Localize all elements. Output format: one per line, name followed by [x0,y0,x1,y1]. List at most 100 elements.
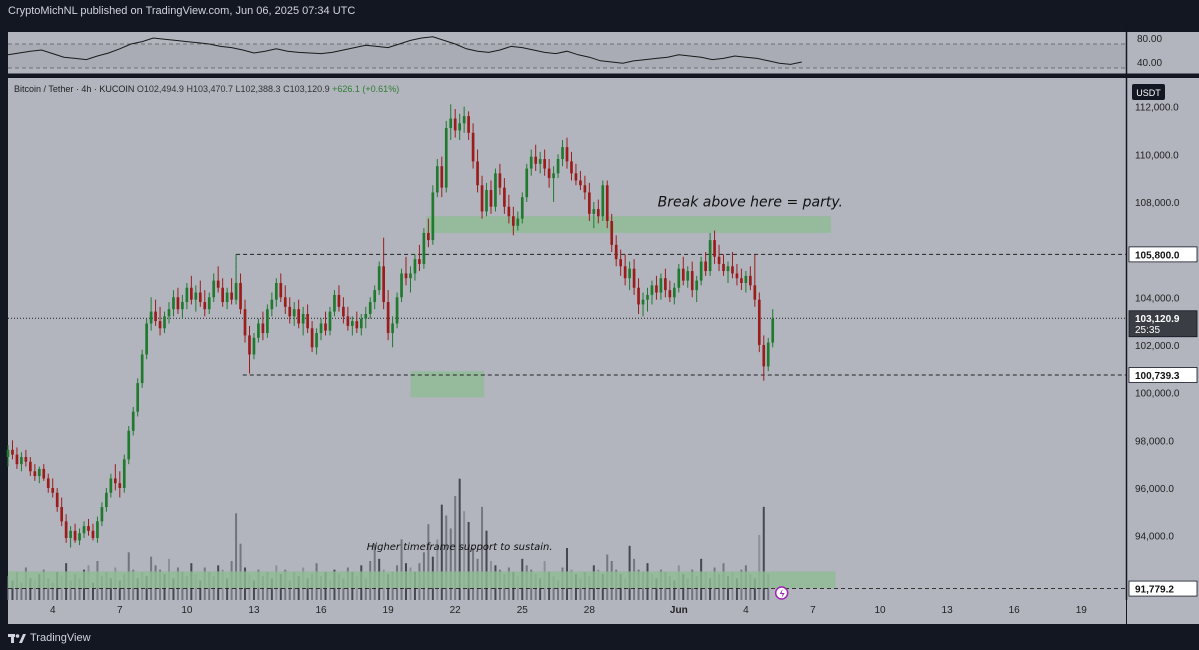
oscillator-axis-bg [1127,32,1199,74]
candle-body [100,507,104,522]
candle-body [15,454,19,465]
candle-body [610,221,614,245]
price-axis[interactable]: 112,000.0 110,000.0 108,000.0 104,000.0 102,… [1125,22,1199,626]
candle-body [766,342,770,367]
volume-bar [364,578,367,600]
candle-body [51,487,55,493]
legend-low: L102,388.3 [235,84,281,94]
volume-bar [655,578,658,600]
candle-body [46,478,50,488]
candle-body [20,456,23,465]
currency-badge[interactable] [1132,84,1165,100]
candle-body [717,256,721,264]
volume-bar [440,504,443,600]
candle-body [422,232,426,264]
candle-body [771,318,775,343]
volume-bar [288,580,291,600]
candle-body [704,261,707,272]
candle-body [744,275,748,283]
candle-body [105,492,108,508]
oscillator-pane[interactable]: 80.00 40.00 [0,32,1199,77]
volume-bar [252,580,255,600]
candle-body [82,526,86,534]
tradingview-logo-icon [8,634,26,643]
candle-body [753,285,757,300]
alert-marker-icon[interactable] [774,586,789,600]
candle-body [762,344,766,367]
volume-bar [199,580,202,600]
break-annotation: Break above here = party. [658,195,843,211]
candle-body [324,323,327,331]
candle-body [37,468,41,477]
time-tick-label: 16 [315,605,327,616]
oscillator-line [7,36,802,65]
candle-body [601,185,605,217]
time-tick-label: Jun [670,605,688,616]
oscillator-bg [8,32,1126,74]
volume-bar [270,578,273,600]
volume-bar [481,506,484,600]
volume-bar [29,578,32,600]
alert-marker-bolt [779,589,785,598]
candle-body [373,290,377,303]
candle-body [462,116,466,124]
candle-body [471,132,475,162]
tradingview-logo[interactable]: TradingView [8,631,91,645]
candle-body [431,192,435,241]
price-pane[interactable]: Break above here = party. Higher timefram… [6,78,1126,600]
volume-bar [449,528,452,600]
oscillator-tick-label: 40.00 [1137,58,1162,69]
candle-body [757,299,761,345]
volume-bar [726,576,729,600]
candle-body [596,209,600,217]
candle-body [467,116,470,133]
candle-body [449,118,453,129]
candle-body [368,302,372,314]
candle-body [579,180,582,186]
candle-body [359,318,363,329]
price-tick-label: 98,000.0 [1135,436,1174,447]
candle-body [619,259,623,267]
footer-bar: TradingView [0,626,1199,650]
candle-body [391,323,394,334]
candle-body [69,530,72,539]
volume-bar [454,496,457,600]
time-tick-label: 19 [1076,605,1088,616]
volume-bar [400,539,403,600]
candle-body [248,335,251,355]
candle-body [400,273,403,298]
candle-body [243,309,247,336]
publisher-header: CryptoMichNL published on TradingView.co… [0,0,1199,22]
candle-body [623,266,627,279]
time-tick-label: 4 [50,605,56,616]
candle-body [167,309,171,317]
candle-body [29,461,32,472]
oscillator-band [8,44,1126,68]
candle-body [377,266,381,291]
current-price-badge-countdown: 25:35 [1135,325,1160,336]
volume-bar [136,578,139,600]
price-tick-label: 94,000.0 [1135,532,1174,543]
volume-bar [445,515,448,600]
current-price-badge [1128,310,1198,338]
candle-body [288,306,292,317]
time-tick-label: 28 [584,605,596,616]
support-annotation: Higher timeframe support to sustain. [367,542,553,553]
candle-body [655,285,658,293]
volume-bar [467,522,470,600]
candle-body [565,147,569,162]
volume-bar [51,582,54,600]
current-price-badge-label: 103,120.9 [1135,314,1180,325]
time-axis[interactable]: 4 7 10 13 16 19 22 25 28 Jun 4 7 10 13 16 19 [8,600,1199,624]
candle-body [266,309,269,334]
candle-body [494,173,497,207]
candle-body [583,185,587,193]
candle-body [395,297,399,324]
volume-bar [91,582,94,600]
volume-bar [11,580,14,600]
volume-bar [306,578,309,600]
candle-body [664,278,667,291]
volume-bar [695,576,698,600]
volume-bar [235,513,238,600]
chart-canvas[interactable]: 80.00 40.00 Break above here = party. High… [0,22,1199,626]
